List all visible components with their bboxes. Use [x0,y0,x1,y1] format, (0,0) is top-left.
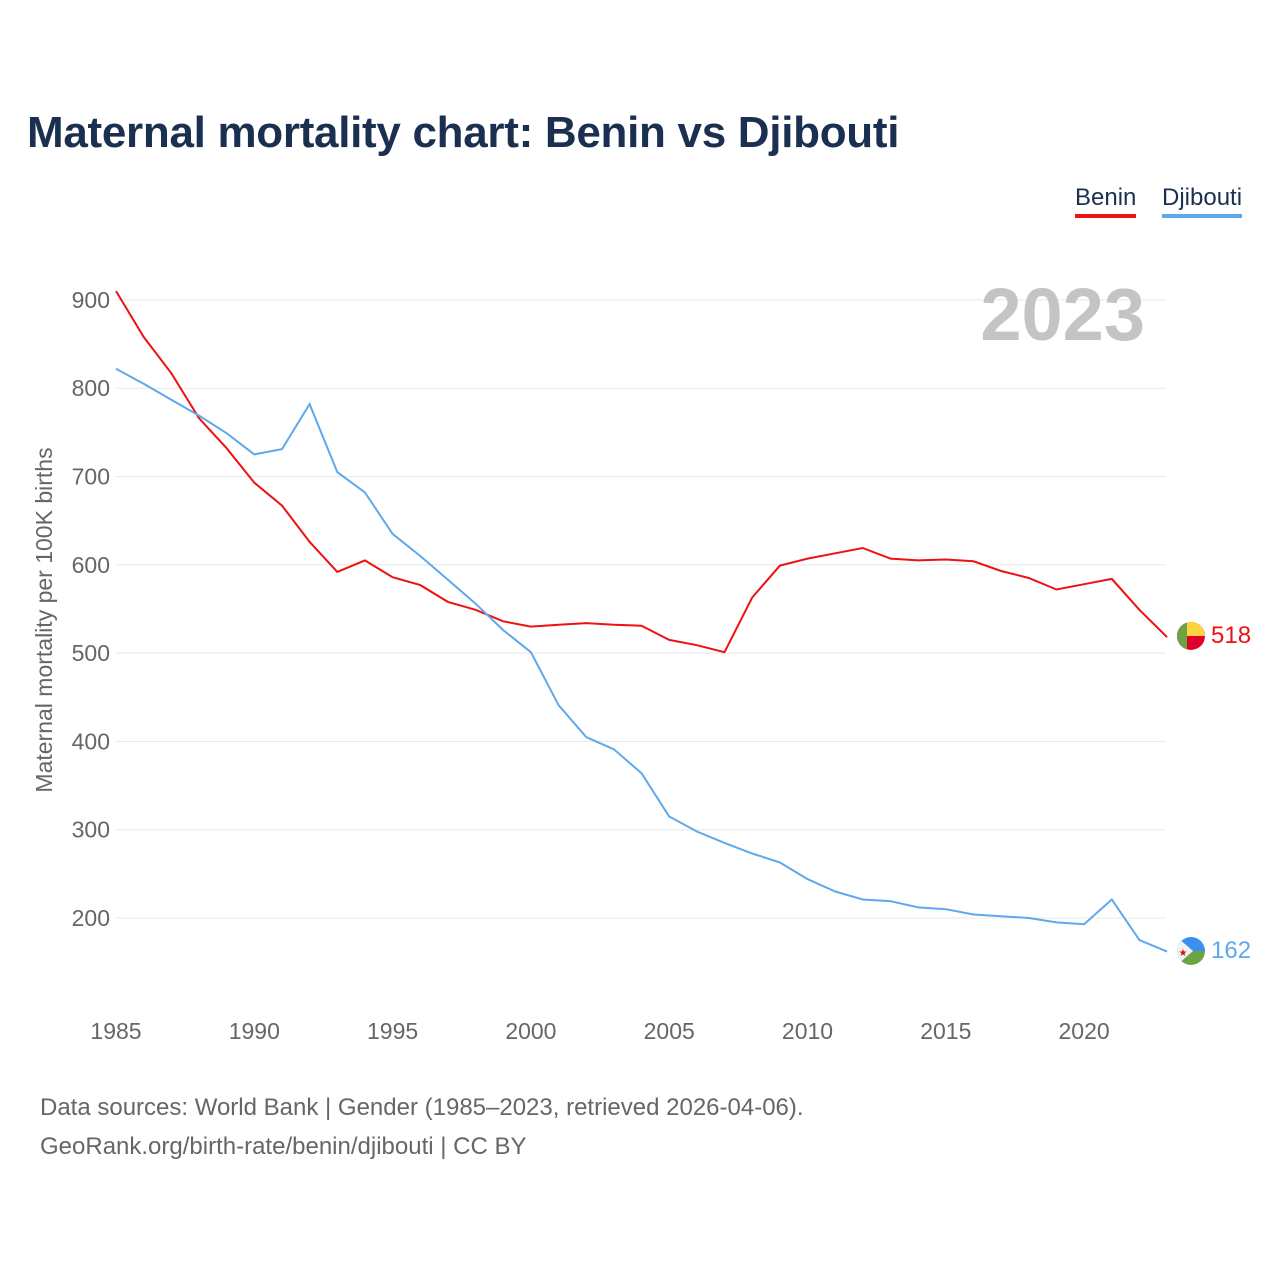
year-watermark: 2023 [980,273,1145,356]
chart-title: Maternal mortality chart: Benin vs Djibo… [27,108,900,157]
djibouti-end-label: 162 [1211,937,1251,964]
y-tick-label: 700 [72,464,110,490]
series-line-benin [115,290,1168,654]
y-tick-label: 500 [72,640,110,666]
legend-benin[interactable]: Benin [1075,184,1137,218]
x-tick-label: 2020 [1059,1018,1110,1044]
x-tick-label: 1995 [367,1018,418,1044]
svg-text:★: ★ [1179,948,1188,959]
source-line-1: Data sources: World Bank | Gender (1985–… [40,1094,804,1121]
benin-end-label: 518 [1211,622,1251,649]
x-tick-label: 2000 [505,1018,556,1044]
y-tick-label: 300 [72,817,110,843]
y-tick-label: 400 [72,728,110,754]
y-tick-label: 900 [72,287,110,313]
benin-flag-icon [1177,622,1205,650]
source-note: Data sources: World Bank | Gender (1985–… [40,1088,804,1166]
x-tick-label: 2010 [782,1018,833,1044]
x-tick-label: 1990 [229,1018,280,1044]
y-tick-label: 600 [72,552,110,578]
y-tick-label: 200 [72,905,110,931]
legend-djibouti[interactable]: Djibouti [1162,184,1243,218]
y-axis-label: Maternal mortality per 100K births [31,447,57,792]
x-tick-label: 1985 [90,1018,141,1044]
y-tick-label: 800 [72,375,110,401]
djibouti-flag-icon: ★ [1177,937,1205,965]
series-line-djibouti [115,367,1168,953]
x-tick-label: 2005 [644,1018,695,1044]
x-tick-label: 2015 [920,1018,971,1044]
source-line-2[interactable]: GeoRank.org/birth-rate/benin/djibouti | … [40,1133,527,1160]
